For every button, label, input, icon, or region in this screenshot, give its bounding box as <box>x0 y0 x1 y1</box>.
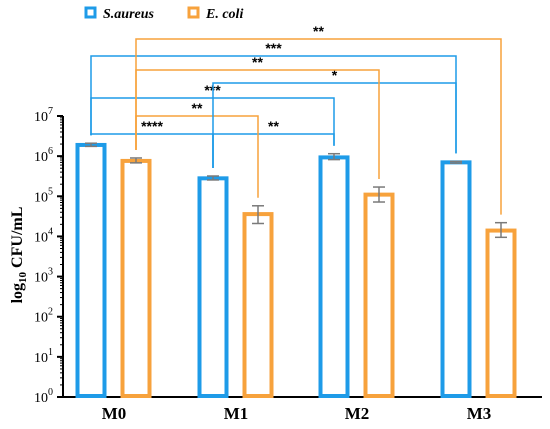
significance-bracket: *** <box>90 40 457 154</box>
legend-item: E. coli <box>187 6 243 22</box>
x-tick-label: M3 <box>467 404 492 423</box>
significance-bracket: **** <box>90 118 214 169</box>
significance-label: * <box>332 67 338 83</box>
bar <box>197 176 229 398</box>
bar <box>485 228 517 398</box>
significance-label: *** <box>265 40 282 56</box>
error-bar <box>495 221 507 239</box>
significance-bracket: ** <box>135 100 259 198</box>
significance-label: ** <box>252 54 263 70</box>
error-bar <box>373 186 385 203</box>
error-bar <box>207 175 219 181</box>
y-tick-label: 105 <box>34 186 53 205</box>
x-tick-label: M2 <box>345 404 370 423</box>
x-tick-label: M1 <box>224 404 249 423</box>
legend-label: S.aureus <box>103 7 155 22</box>
significance-label: **** <box>141 118 163 134</box>
significance-bracket: ** <box>135 23 502 215</box>
legend: S.aureus E. coli <box>84 6 243 22</box>
y-axis-label: log10 CFU/mL <box>9 207 29 304</box>
error-bar <box>85 142 97 148</box>
legend-swatch <box>84 6 97 19</box>
bar <box>120 158 152 398</box>
significance-brackets: **** *************** <box>90 23 502 215</box>
bar <box>75 142 107 398</box>
y-tick-label: 106 <box>34 146 53 165</box>
significance-label: ** <box>192 100 203 116</box>
error-bar <box>252 205 264 225</box>
legend-swatch <box>187 6 200 19</box>
bar <box>318 155 350 398</box>
legend-label: E. coli <box>205 7 243 22</box>
x-tick-label: M0 <box>102 404 127 423</box>
significance-bracket: ** <box>212 118 335 169</box>
y-tick-label: 100 <box>34 387 53 406</box>
error-bar <box>328 152 340 161</box>
y-tick-label: 104 <box>34 226 53 245</box>
significance-label: ** <box>268 118 279 134</box>
bar <box>440 160 472 398</box>
significance-label: ** <box>313 23 324 39</box>
bar <box>242 212 274 398</box>
y-tick-label: 101 <box>34 347 53 366</box>
bar <box>363 192 395 398</box>
error-bar <box>450 160 462 164</box>
y-tick-label: 103 <box>34 267 53 286</box>
error-bars <box>85 142 507 239</box>
y-tick-label: 102 <box>34 307 53 326</box>
y-tick-label: 107 <box>34 106 53 125</box>
bars <box>75 142 517 398</box>
error-bar <box>130 157 142 164</box>
legend-item: S.aureus <box>84 6 155 22</box>
